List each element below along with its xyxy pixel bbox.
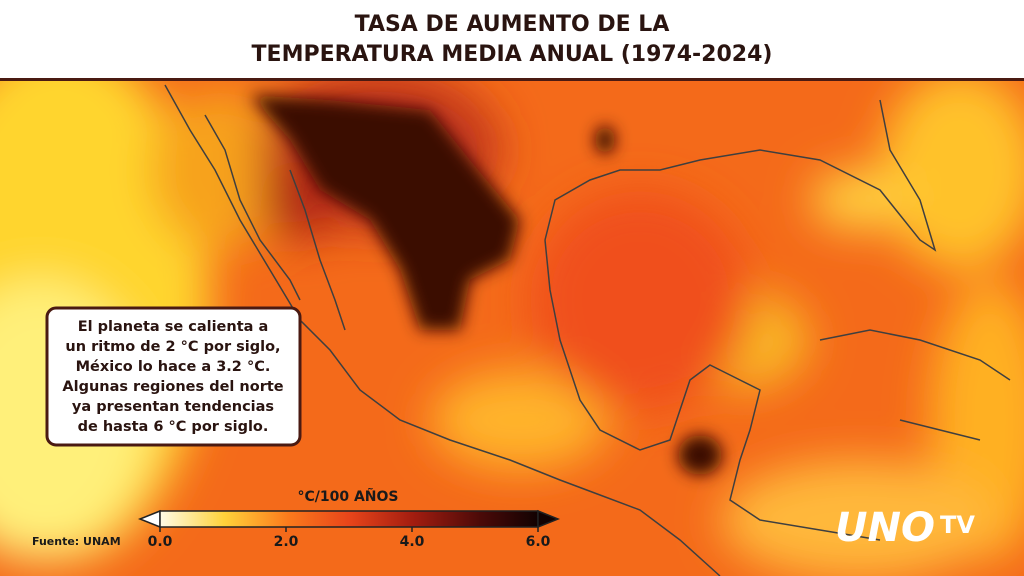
colorbar-tick-label: 2.0 xyxy=(274,534,299,550)
callout-line: El planeta se calienta a xyxy=(78,319,269,335)
callout-line: México lo hace a 3.2 °C. xyxy=(76,359,271,375)
callout-line: de hasta 6 °C por siglo. xyxy=(78,419,269,435)
colorbar-tick-label: 6.0 xyxy=(526,534,551,550)
callout-text: El planeta se calienta a un ritmo de 2 °C… xyxy=(62,319,283,435)
colorbar xyxy=(159,510,539,528)
header-border xyxy=(0,78,1024,81)
coastline xyxy=(164,84,1011,576)
callout-line: ya presentan tendencias xyxy=(72,399,274,415)
source: Fuente: UNAM xyxy=(32,535,121,548)
callout-box xyxy=(45,306,302,447)
colorbar-tick-label: 4.0 xyxy=(400,534,425,550)
colorbar-label: °C/100 AÑOS xyxy=(297,488,398,505)
title-line: TEMPERATURA MEDIA ANUAL (1974-2024) xyxy=(252,42,773,67)
colorbar-tick-label: 0.0 xyxy=(148,534,173,550)
title-line: TASA DE AUMENTO DE LA xyxy=(355,12,670,37)
logo-main: UNO xyxy=(835,505,935,551)
logo-sub: TV xyxy=(940,511,975,539)
colorbar-high-arrow xyxy=(537,509,561,529)
callout-line: un ritmo de 2 °C por siglo, xyxy=(65,339,280,355)
callout-line: Algunas regiones del norte xyxy=(62,379,283,395)
colorbar-ticks: 0.0 2.0 4.0 6.0 xyxy=(148,527,551,550)
header xyxy=(0,0,1024,78)
